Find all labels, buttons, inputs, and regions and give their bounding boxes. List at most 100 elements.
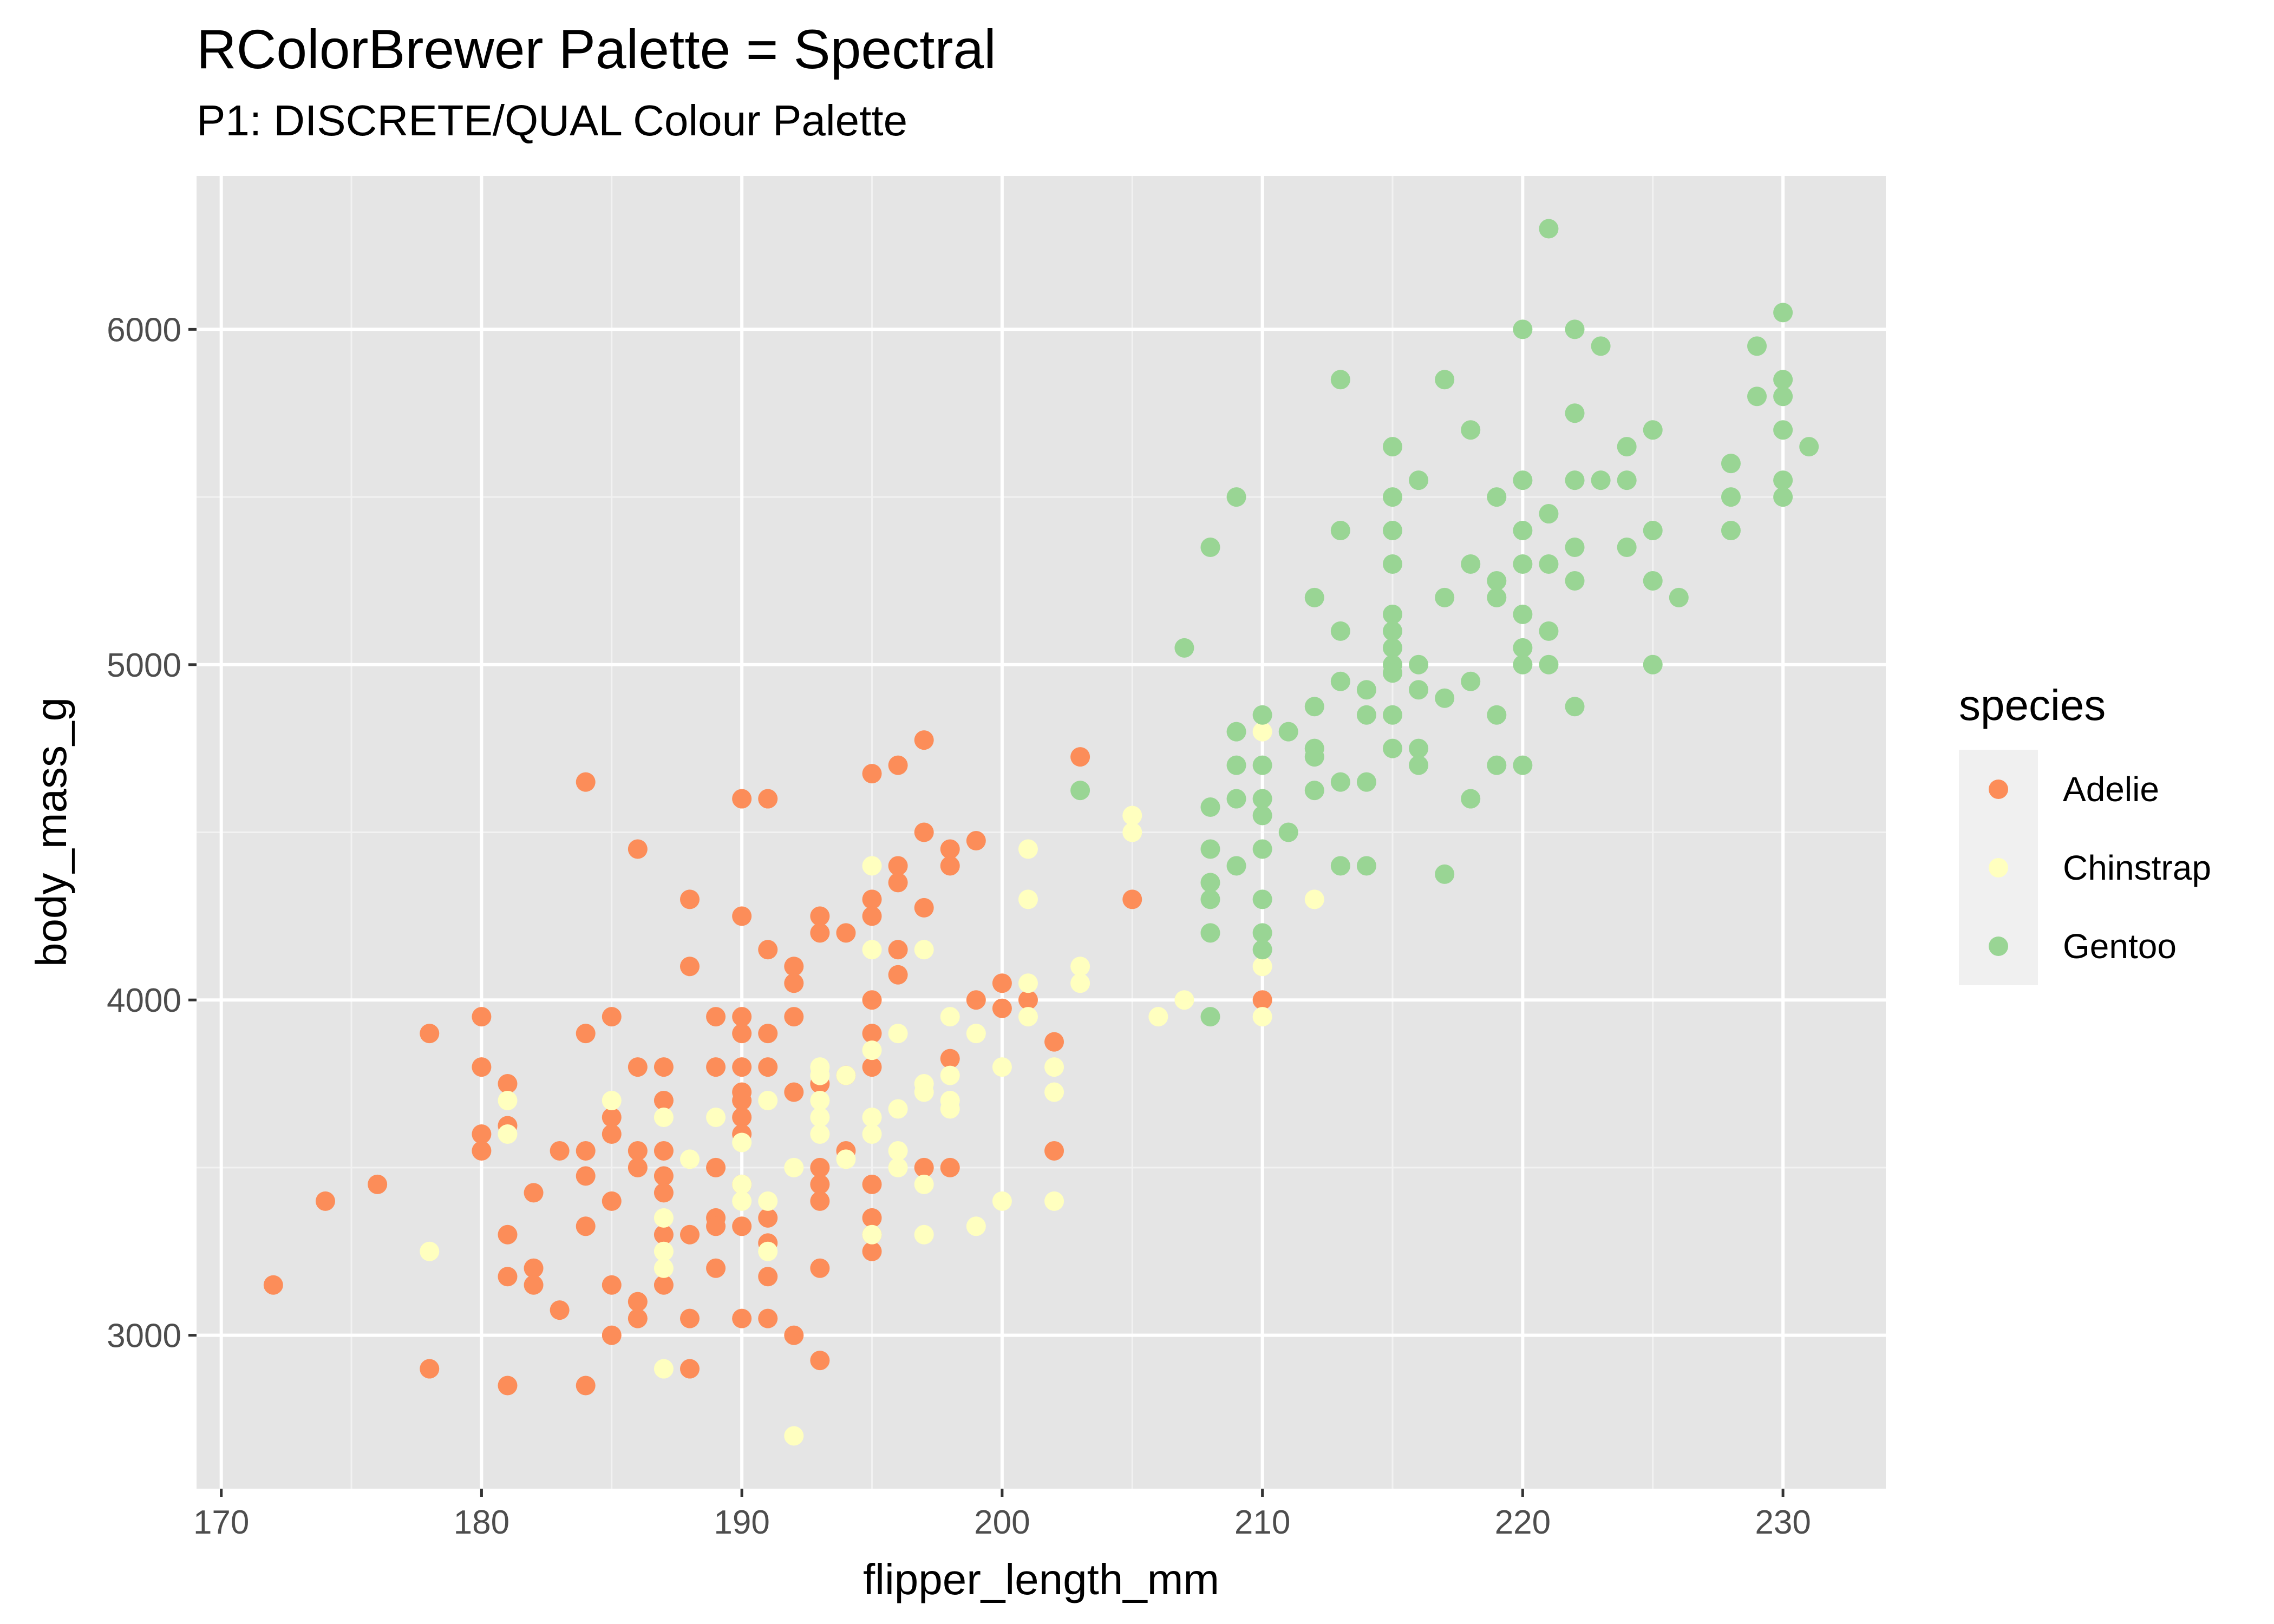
data-point: [784, 1007, 804, 1027]
data-point: [1643, 521, 1663, 541]
data-point: [1513, 755, 1533, 775]
data-point: [810, 1065, 830, 1085]
data-point: [1435, 688, 1455, 708]
data-point: [654, 1141, 674, 1161]
data-point: [654, 1241, 674, 1261]
data-point: [1773, 470, 1793, 490]
data-point: [1513, 521, 1533, 541]
data-point: [1044, 1141, 1064, 1161]
data-point: [784, 1325, 804, 1345]
y-tick-label: 6000: [107, 311, 181, 349]
data-point: [1721, 487, 1741, 507]
data-point: [1409, 755, 1429, 775]
data-point: [836, 1149, 856, 1169]
data-point: [654, 1224, 674, 1245]
data-point: [810, 1351, 830, 1371]
grid-layer: [197, 176, 1886, 1489]
data-point: [576, 1141, 596, 1161]
data-point: [888, 856, 908, 876]
data-point: [1252, 839, 1272, 859]
data-point: [862, 990, 882, 1010]
data-point: [576, 1166, 596, 1186]
data-point: [1513, 470, 1533, 490]
data-point: [1304, 889, 1324, 909]
data-point: [1252, 957, 1272, 977]
data-point: [706, 1216, 726, 1236]
data-point: [1799, 437, 1819, 457]
data-point: [628, 1308, 648, 1328]
data-point: [680, 957, 700, 977]
data-point: [758, 1091, 778, 1111]
data-point: [862, 1224, 882, 1245]
data-point: [1330, 856, 1350, 876]
data-point: [914, 1174, 934, 1194]
data-point: [1382, 487, 1402, 507]
data-point: [628, 839, 648, 859]
data-point: [680, 1224, 700, 1245]
data-point: [1330, 772, 1350, 792]
data-point: [888, 1024, 908, 1044]
data-point: [914, 1157, 934, 1177]
data-point: [524, 1258, 544, 1278]
data-point: [1356, 705, 1376, 725]
data-point: [862, 889, 882, 909]
data-point: [1252, 806, 1272, 826]
data-point: [784, 1426, 804, 1446]
data-point: [420, 1241, 440, 1261]
data-point: [992, 1057, 1012, 1077]
data-point: [1122, 822, 1142, 842]
data-point: [680, 1149, 700, 1169]
data-point: [862, 764, 882, 784]
data-point: [1044, 1057, 1064, 1077]
data-point: [368, 1174, 388, 1194]
data-point: [1513, 319, 1533, 339]
data-point: [602, 1108, 622, 1128]
data-point: [1200, 537, 1220, 557]
data-point: [654, 1359, 674, 1379]
data-point: [576, 1216, 596, 1236]
data-point: [1200, 1007, 1220, 1027]
data-point: [758, 1208, 778, 1228]
x-axis-title: flipper_length_mm: [863, 1555, 1219, 1603]
data-point: [1252, 789, 1272, 809]
data-point: [550, 1141, 570, 1161]
data-point: [1643, 654, 1663, 675]
data-point: [1252, 923, 1272, 943]
legend-key-adelie: [1989, 780, 2008, 799]
data-point: [810, 1174, 830, 1194]
data-point: [1252, 1007, 1272, 1027]
data-point: [420, 1024, 440, 1044]
data-point: [1304, 747, 1324, 767]
data-point: [498, 1224, 518, 1245]
data-point: [940, 1049, 960, 1069]
data-point: [602, 1275, 622, 1295]
data-point: [914, 822, 934, 842]
series-gentoo: [1070, 219, 1819, 1027]
data-point: [940, 839, 960, 859]
data-point: [1539, 654, 1559, 675]
data-point: [966, 830, 986, 850]
data-point: [810, 1091, 830, 1111]
data-point: [1513, 638, 1533, 658]
data-point: [550, 1300, 570, 1320]
data-point: [1382, 521, 1402, 541]
data-point: [992, 998, 1012, 1018]
data-point: [1409, 738, 1429, 758]
data-point: [706, 1108, 726, 1128]
legend-key-gentoo: [1989, 937, 2008, 956]
data-point: [1721, 454, 1741, 474]
data-point: [966, 990, 986, 1010]
data-point: [1409, 470, 1429, 490]
data-point: [1461, 554, 1481, 574]
data-point: [1356, 680, 1376, 700]
data-point: [810, 1258, 830, 1278]
data-point: [1669, 587, 1689, 607]
data-point: [758, 940, 778, 960]
data-point: [602, 1091, 622, 1111]
data-point: [888, 965, 908, 985]
data-point: [1304, 587, 1324, 607]
data-point: [1122, 806, 1142, 826]
data-point: [1382, 604, 1402, 624]
data-point: [862, 1174, 882, 1194]
data-point: [862, 1241, 882, 1261]
